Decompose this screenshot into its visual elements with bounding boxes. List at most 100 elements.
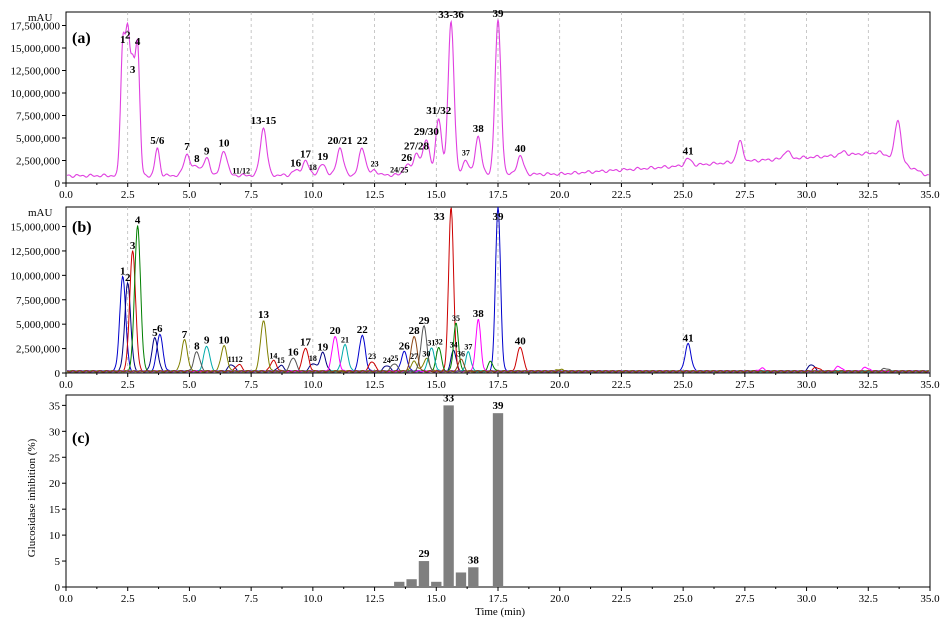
c-bar-label: 38	[468, 554, 480, 566]
b-peak-label: 1	[120, 265, 126, 277]
a-y-tick-label: 0	[55, 178, 61, 190]
a-x-tick-label: 27.5	[735, 189, 755, 201]
b-y-tick-label: 7,500,000	[16, 295, 61, 307]
panel-a-tag: (a)	[72, 30, 91, 47]
a-x-tick-label: 7.5	[244, 189, 258, 201]
b-peak-label: 10	[218, 335, 230, 347]
a-peak-label: 40	[515, 143, 527, 155]
a-peak-label: 18	[309, 163, 317, 172]
b-peak-label: 13	[258, 309, 270, 321]
c-bar	[468, 567, 479, 587]
a-x-tick-label: 25.0	[674, 189, 694, 201]
a-x-tick-label: 35.0	[920, 189, 940, 201]
c-x-tick-label: 17.5	[488, 593, 508, 605]
a-x-tick-label: 2.5	[121, 189, 135, 201]
c-bar	[492, 413, 504, 587]
a-peak-label: 19	[317, 151, 329, 163]
a-peak-label: 20/21	[327, 135, 352, 147]
a-x-tick-label: 30.0	[797, 189, 817, 201]
c-bar-label: 33	[443, 392, 455, 404]
a-peak-label: 8	[194, 153, 200, 165]
b-y-tick-label: 10,000,000	[11, 270, 61, 282]
a-y-tick-label: 7,500,000	[16, 111, 61, 123]
c-x-tick-label: 27.5	[735, 593, 755, 605]
b-peak-label: 21	[341, 336, 349, 345]
b-y-tick-label: 2,500,000	[16, 344, 61, 356]
b-peak-label: 19	[317, 341, 329, 353]
b-peak-label: 12	[235, 355, 243, 364]
b-peak-label: 24	[383, 356, 391, 365]
a-y-tick-label: 10,000,000	[11, 88, 61, 100]
c-bar	[443, 405, 454, 587]
c-y-tick-label: 30	[49, 426, 61, 438]
c-y-tick-label: 20	[49, 478, 61, 490]
a-peak-label: 26	[401, 152, 413, 164]
c-x-tick-label: 35.0	[920, 593, 940, 605]
panel-a-unit: mAU	[28, 12, 53, 24]
c-bar	[406, 579, 417, 587]
b-peak-label: 35	[452, 314, 460, 323]
b-peak-label: 18	[309, 354, 317, 363]
b-peak-label: 5	[152, 327, 158, 339]
b-x-tick-label: 7.5	[244, 379, 258, 391]
b-peak-label: 11	[228, 355, 236, 364]
panel-c-tag: (c)	[72, 430, 90, 447]
a-peak-label: 41	[683, 146, 694, 158]
b-x-tick-label: 17.5	[488, 379, 508, 391]
b-y-tick-label: 15,000,000	[11, 222, 61, 234]
c-x-tick-label: 22.5	[612, 593, 632, 605]
c-x-tick-label: 25.0	[674, 593, 694, 605]
a-x-tick-label: 10.0	[303, 189, 323, 201]
b-x-tick-label: 27.5	[735, 379, 755, 391]
a-peak-label: 1	[120, 34, 126, 46]
c-y-tick-label: 25	[49, 452, 61, 464]
b-x-tick-label: 30.0	[797, 379, 817, 391]
b-x-tick-label: 5.0	[183, 379, 197, 391]
a-x-tick-label: 32.5	[859, 189, 879, 201]
b-x-tick-label: 32.5	[859, 379, 879, 391]
a-peak-label: 39	[493, 8, 505, 20]
c-y-tick-label: 0	[55, 582, 61, 594]
c-bar	[455, 572, 467, 587]
b-x-tick-label: 25.0	[674, 379, 694, 391]
panel-c-xlabel: Time (min)	[475, 606, 525, 618]
panel-b-unit: mAU	[28, 207, 53, 219]
b-peak-label: 36	[457, 349, 465, 358]
b-x-tick-label: 20.0	[550, 379, 570, 391]
a-peak-label: 23	[371, 159, 379, 168]
c-x-tick-label: 7.5	[244, 593, 258, 605]
c-bar-label: 29	[418, 548, 430, 560]
a-peak-label: 33-36	[438, 9, 464, 21]
a-peak-label: 2	[125, 30, 131, 42]
b-peak-label: 17	[300, 337, 312, 349]
b-x-tick-label: 2.5	[121, 379, 135, 391]
b-peak-label: 34	[450, 341, 458, 350]
c-x-tick-label: 32.5	[859, 593, 879, 605]
c-x-tick-label: 15.0	[427, 593, 447, 605]
a-peak-label: 37	[462, 149, 470, 158]
b-y-tick-label: 12,500,000	[11, 246, 61, 258]
c-x-tick-label: 12.5	[365, 593, 385, 605]
a-peak-label: 31/32	[426, 105, 452, 117]
b-peak-label: 39	[493, 211, 505, 223]
c-x-tick-label: 10.0	[303, 593, 323, 605]
a-y-tick-label: 17,500,000	[11, 21, 61, 33]
a-peak-label: 38	[473, 123, 485, 135]
b-peak-label: 20	[330, 325, 342, 337]
b-peak-label: 26	[399, 340, 411, 352]
panel-c: (c) Glucosidase inhibition (%) Time (min…	[26, 392, 940, 618]
b-peak-label: 22	[357, 324, 369, 336]
b-peak-label: 28	[409, 325, 421, 337]
a-peak-label: 11/12	[232, 167, 250, 176]
b-peak-label: 31	[427, 339, 435, 348]
b-peak-label: 25	[390, 354, 398, 363]
panel-c-ylabel: Glucosidase inhibition (%)	[26, 438, 38, 557]
a-peak-label: 17	[300, 148, 312, 160]
a-peak-label: 5/6	[150, 135, 165, 147]
c-bar	[394, 581, 405, 587]
c-x-tick-label: 2.5	[121, 593, 135, 605]
b-x-tick-label: 12.5	[365, 379, 385, 391]
b-x-tick-label: 22.5	[612, 379, 632, 391]
b-peak-label: 16	[288, 346, 300, 358]
